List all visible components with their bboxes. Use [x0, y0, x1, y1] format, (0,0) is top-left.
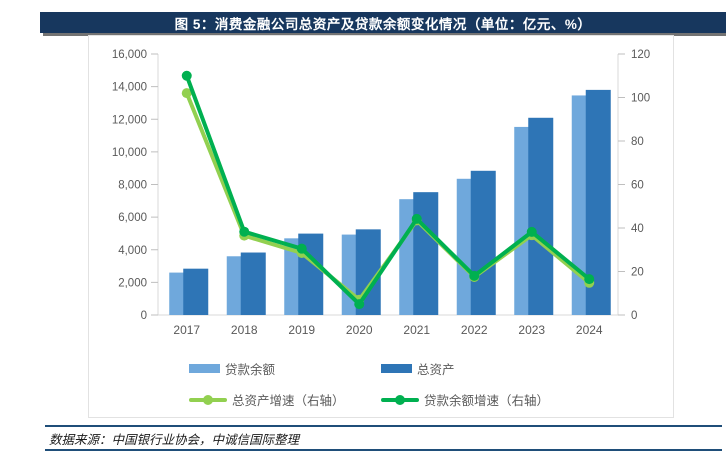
legend-swatch-total-assets-growth	[189, 394, 227, 405]
footer-rule-bottom	[45, 449, 722, 451]
point-loan-balance-growth-2019	[296, 243, 307, 254]
bar-total-assets-2022	[470, 170, 496, 315]
legend-item-total-assets-growth: 总资产增速（右轴）	[189, 390, 381, 409]
x-axis-category-label: 2022	[461, 323, 488, 337]
legend-marker-total-assets-growth	[203, 394, 213, 405]
legend-swatch-loan-balance-growth	[381, 394, 419, 405]
right-axis-tick-label: 120	[631, 49, 650, 61]
footer-rule-top	[45, 425, 722, 427]
legend-label-loan-balance: 贷款余额	[225, 363, 276, 377]
legend-swatch-loan-balance	[189, 364, 220, 373]
legend-marker-loan-balance-growth	[395, 394, 405, 405]
x-axis-category-label: 2023	[518, 323, 545, 337]
left-axis-tick-label: 12,000	[112, 114, 147, 126]
x-axis-category-label: 2017	[173, 323, 200, 337]
figure-title: 图 5：消费金融公司总资产及贷款余额变化情况（单位：亿元、%）	[174, 16, 592, 32]
combo-chart: 0 2,000 4,000 6,000 8,000 10,000 12,000 14,000 1…	[112, 49, 650, 337]
point-loan-balance-growth-2021	[411, 213, 422, 224]
point-loan-balance-growth-2020	[354, 299, 365, 310]
line-loan-balance-growth	[184, 73, 592, 307]
right-axis-tick-label: 20	[631, 267, 644, 279]
right-axis-tick-label: 100	[631, 93, 650, 105]
right-axis-tick-label: 60	[631, 180, 644, 192]
left-axis-tick-label: 2,000	[118, 277, 147, 289]
left-axis-tick-label: 6,000	[118, 212, 147, 224]
point-loan-balance-growth-2024	[584, 274, 595, 285]
left-axis-tick-label: 16,000	[112, 49, 147, 61]
legend-item-loan-balance: 贷款余额	[189, 359, 381, 378]
left-axis-tick-label: 8,000	[118, 180, 147, 192]
legend-row-bars: 贷款余额 总资产	[189, 359, 549, 378]
right-axis-tick-label: 80	[631, 136, 644, 148]
legend-swatch-total-assets	[381, 364, 412, 373]
bar-total-assets-2018	[240, 252, 266, 315]
legend-label-total-assets-growth: 总资产增速（右轴）	[232, 394, 345, 408]
point-loan-balance-growth-2023	[526, 226, 537, 237]
bar-total-assets-2021	[413, 192, 439, 315]
bar-total-assets-2017	[183, 268, 209, 315]
point-loan-balance-growth-2022	[469, 270, 480, 281]
chart-panel: 0 2,000 4,000 6,000 8,000 10,000 12,000 14,000 1…	[88, 35, 674, 418]
point-loan-balance-growth-2018	[239, 226, 250, 237]
legend-label-loan-balance-growth: 贷款余额增速（右轴）	[424, 394, 550, 408]
left-axis-tick-label: 10,000	[112, 147, 147, 159]
chart-legend: 贷款余额 总资产 总资产增速（右轴） 贷款余额增速（右轴）	[189, 359, 549, 409]
left-axis-tick-label: 14,000	[112, 82, 147, 94]
point-loan-balance-growth-2017	[181, 70, 192, 81]
left-axis-tick-label: 4,000	[118, 245, 147, 257]
x-axis-category-label: 2019	[288, 323, 315, 337]
right-axis-tick-label: 0	[631, 310, 637, 322]
point-total-assets-growth-2017	[181, 88, 192, 99]
x-axis-category-label: 2020	[346, 323, 373, 337]
legend-item-loan-balance-growth: 贷款余额增速（右轴）	[381, 390, 549, 409]
data-source-note: 数据来源：中国银行业协会，中诚信国际整理	[49, 433, 300, 447]
bar-total-assets-2023	[528, 117, 554, 315]
x-axis-category-label: 2018	[231, 323, 258, 337]
legend-label-total-assets: 总资产	[417, 363, 455, 377]
figure-title-bar: 图 5：消费金融公司总资产及贷款余额变化情况（单位：亿元、%）	[40, 12, 726, 33]
legend-item-total-assets: 总资产	[381, 359, 549, 378]
right-axis-tick-label: 40	[631, 223, 644, 235]
left-axis-tick-label: 0	[141, 310, 147, 322]
x-axis-category-label: 2024	[576, 323, 603, 337]
x-axis-category-label: 2021	[403, 323, 430, 337]
legend-row-lines: 总资产增速（右轴） 贷款余额增速（右轴）	[189, 390, 549, 409]
